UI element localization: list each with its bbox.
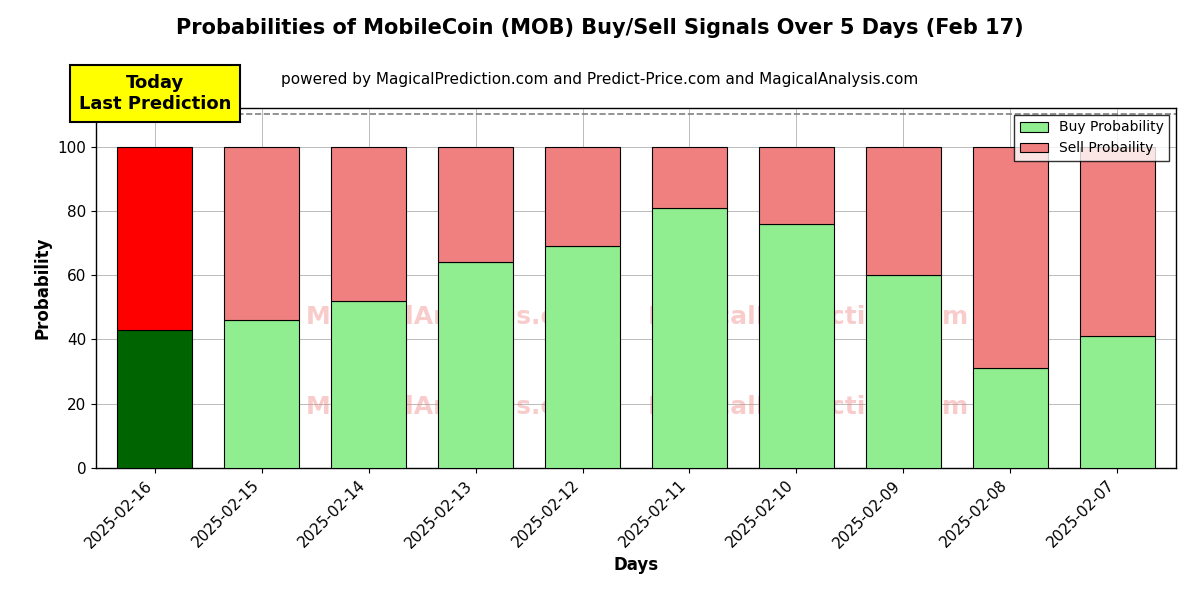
Bar bbox=[545, 246, 620, 468]
Bar bbox=[331, 146, 406, 301]
Bar bbox=[973, 368, 1048, 468]
Text: Today
Last Prediction: Today Last Prediction bbox=[79, 74, 230, 113]
Bar bbox=[224, 320, 299, 468]
Legend: Buy Probability, Sell Probaility: Buy Probability, Sell Probaility bbox=[1014, 115, 1169, 161]
Bar bbox=[866, 275, 941, 468]
Text: MagicalAnalysis.com: MagicalAnalysis.com bbox=[306, 395, 599, 419]
Bar bbox=[1080, 146, 1154, 336]
X-axis label: Days: Days bbox=[613, 556, 659, 574]
Bar bbox=[224, 146, 299, 320]
Bar bbox=[438, 146, 514, 262]
Bar bbox=[758, 224, 834, 468]
Bar bbox=[438, 262, 514, 468]
Text: MagicalPrediction.com: MagicalPrediction.com bbox=[648, 395, 970, 419]
Text: Probabilities of MobileCoin (MOB) Buy/Sell Signals Over 5 Days (Feb 17): Probabilities of MobileCoin (MOB) Buy/Se… bbox=[176, 18, 1024, 38]
Bar bbox=[652, 208, 727, 468]
Bar bbox=[331, 301, 406, 468]
Bar bbox=[758, 146, 834, 224]
Text: MagicalPrediction.com: MagicalPrediction.com bbox=[648, 305, 970, 329]
Bar bbox=[118, 146, 192, 330]
Bar bbox=[118, 330, 192, 468]
Bar bbox=[866, 146, 941, 275]
Bar bbox=[973, 146, 1048, 368]
Text: powered by MagicalPrediction.com and Predict-Price.com and MagicalAnalysis.com: powered by MagicalPrediction.com and Pre… bbox=[281, 72, 919, 87]
Bar bbox=[1080, 336, 1154, 468]
Bar bbox=[545, 146, 620, 246]
Bar bbox=[652, 146, 727, 208]
Text: MagicalAnalysis.com: MagicalAnalysis.com bbox=[306, 305, 599, 329]
Y-axis label: Probability: Probability bbox=[34, 237, 52, 339]
